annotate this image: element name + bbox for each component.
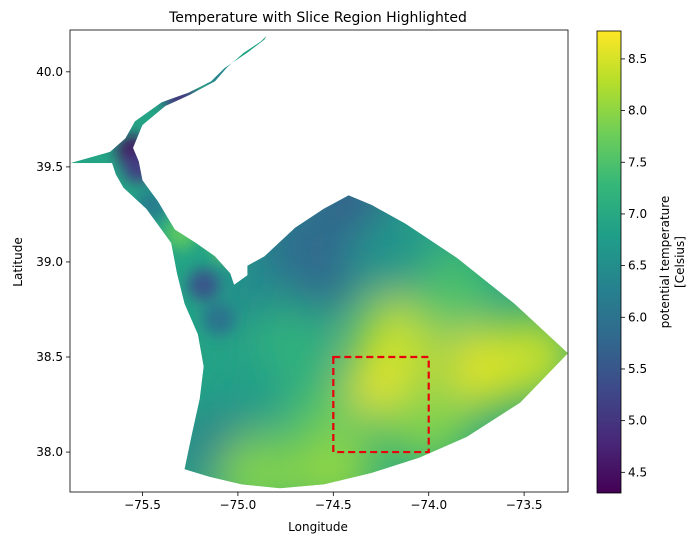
slice-region-box (332, 355, 430, 454)
chart-title: Temperature with Slice Region Highlighte… (168, 10, 467, 26)
colorbar-tick-label: 6.5 (628, 259, 647, 273)
temperature-blob (136, 188, 169, 221)
colorbar-tick-label: 8.0 (628, 104, 647, 118)
colorbar-tick-label: 7.0 (628, 207, 647, 221)
colorbar-tick-label: 6.0 (628, 310, 647, 324)
x-tick-label: −73.5 (506, 498, 543, 512)
temperature-blob (214, 432, 299, 489)
x-tick-label: −75.5 (124, 498, 161, 512)
colorbar-gradient (596, 30, 622, 494)
colorbar-tick-label: 8.5 (628, 52, 647, 66)
y-tick-label: 39.5 (36, 160, 63, 174)
colorbar-ticks: 4.5 5.0 5.5 6.0 6.5 7.0 7.5 8.0 8.5 (621, 52, 647, 479)
y-tick-label: 38.0 (36, 445, 63, 459)
temperature-field (70, 35, 568, 489)
y-tick-label: 39.0 (36, 255, 63, 269)
temperature-blob (291, 429, 376, 489)
colorbar-tick-label: 5.5 (628, 362, 647, 376)
x-tick-label: −74.0 (410, 498, 447, 512)
y-axis-label: Latitude (11, 237, 25, 286)
temperature-blob (122, 150, 155, 183)
x-axis-ticks: −75.5 −75.0 −74.5 −74.0 −73.5 (124, 492, 543, 512)
colorbar-tick-label: 4.5 (628, 465, 647, 479)
colorbar-tick-label: 7.5 (628, 155, 647, 169)
temperature-blob (348, 210, 433, 295)
temperature-blob (202, 302, 235, 335)
temperature-blob (202, 59, 235, 92)
axes-frame (69, 29, 569, 493)
colorbar-tick-label: 5.0 (628, 414, 647, 428)
y-tick-label: 38.5 (36, 350, 63, 364)
y-tick-label: 40.0 (36, 65, 63, 79)
temperature-blob (164, 217, 197, 250)
temperature-blob (164, 84, 197, 117)
colorbar-label-line2: [Celsius] (673, 236, 687, 288)
y-axis-ticks: 38.0 38.5 39.0 39.5 40.0 (36, 65, 70, 459)
colorbar: 4.5 5.0 5.5 6.0 6.5 7.0 7.5 8.0 8.5 potential te… (596, 30, 687, 494)
x-axis-label: Longitude (288, 520, 348, 534)
colorbar-label-line1: potential temperature (658, 196, 672, 329)
x-tick-label: −74.5 (315, 498, 352, 512)
plot-area: −75.5 −75.0 −74.5 −74.0 −73.5 38.0 38.5 39.0 39… (36, 29, 569, 512)
temperature-blob (212, 226, 245, 259)
temperature-blob (491, 315, 568, 400)
x-tick-label: −75.0 (220, 498, 257, 512)
temperature-blob (187, 268, 220, 301)
